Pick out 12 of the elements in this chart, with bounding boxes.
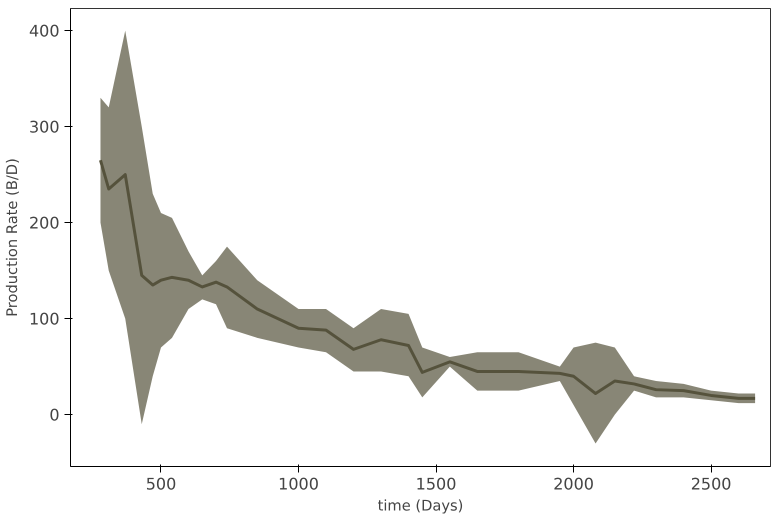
y-tick-label: 400 [28, 22, 60, 41]
y-axis-title: Production Rate (B/D) [4, 158, 21, 317]
x-tick-label: 1000 [278, 474, 319, 494]
y-tick-label: 0 [49, 406, 60, 425]
y-tick-label: 300 [28, 118, 60, 137]
x-tick-label: 2500 [690, 474, 732, 494]
x-axis-title: time (Days) [378, 498, 464, 514]
x-tick-label: 1500 [416, 474, 456, 494]
y-tick-label: 100 [28, 310, 60, 329]
x-tick-label: 2000 [553, 474, 594, 494]
y-tick-label: 200 [28, 214, 60, 233]
x-tick-label: 500 [146, 474, 176, 494]
